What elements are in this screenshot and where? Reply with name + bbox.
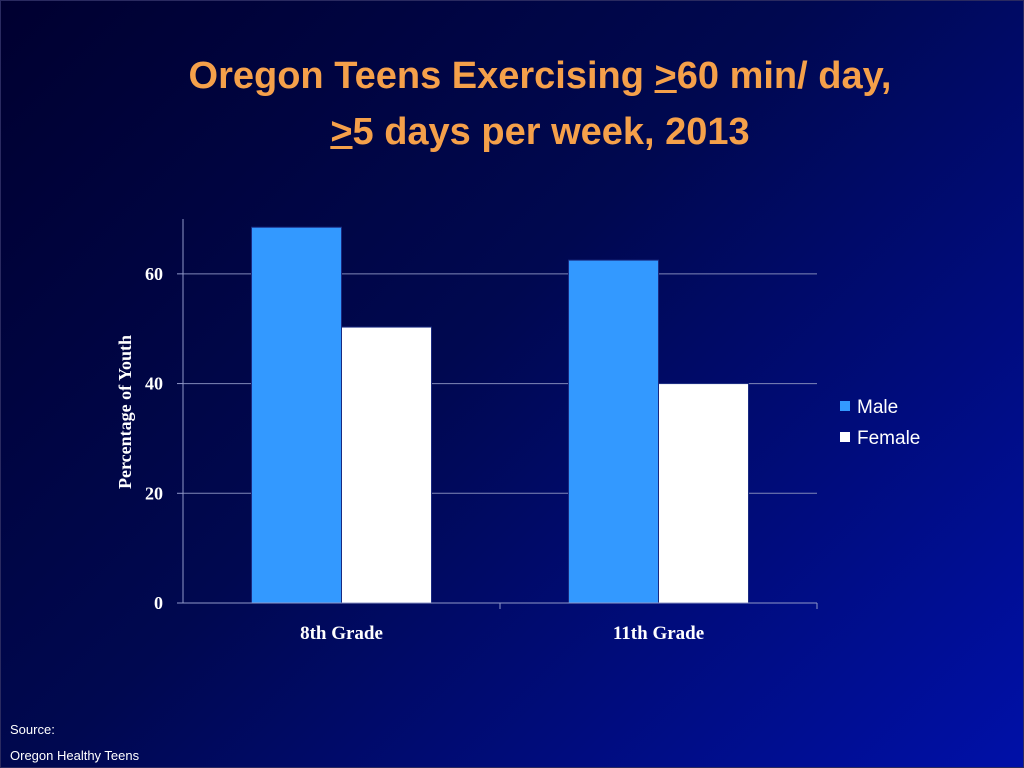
source-value: Oregon Healthy Teens xyxy=(10,748,140,763)
y-axis-label: Percentage of Youth xyxy=(115,335,135,489)
title-line-2: >5 days per week, 2013 xyxy=(330,111,750,153)
y-tick-label: 60 xyxy=(145,264,163,284)
x-tick-label: 11th Grade xyxy=(613,623,704,644)
chart-title: Oregon Teens Exercising >60 min/ day, >5… xyxy=(80,48,1000,160)
bar-female-1 xyxy=(658,383,749,604)
bar-female-0 xyxy=(341,326,432,604)
bar-male-1 xyxy=(568,259,659,604)
legend: Male Female xyxy=(840,397,920,449)
bar-male-0 xyxy=(251,226,342,604)
legend-swatch-male xyxy=(840,401,850,411)
y-tick-label: 0 xyxy=(154,593,163,613)
y-tick-label: 40 xyxy=(145,374,163,394)
bar-layer xyxy=(251,226,749,604)
legend-swatch-female xyxy=(840,432,850,442)
title-line-1: Oregon Teens Exercising >60 min/ day, xyxy=(188,55,892,97)
axis-layer: 0 20 40 60 8th Grade 11th Grade xyxy=(145,219,818,644)
x-tick-label: 8th Grade xyxy=(300,623,383,644)
legend-label-female: Female xyxy=(857,428,920,449)
source-label: Source: xyxy=(10,722,55,737)
legend-label-male: Male xyxy=(857,397,898,418)
y-tick-label: 20 xyxy=(145,483,163,503)
